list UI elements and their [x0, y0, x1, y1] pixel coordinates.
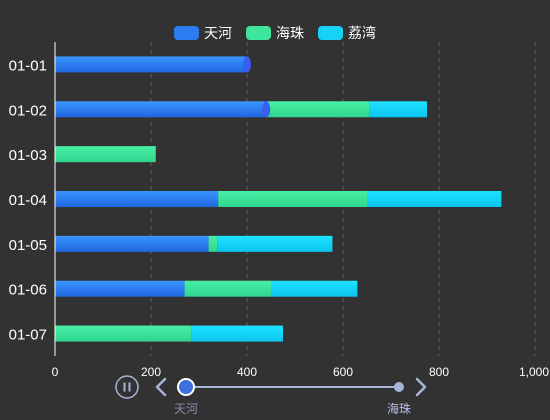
x-tick-label: 1,000: [519, 365, 549, 379]
legend-label-tianhe: 天河: [204, 25, 232, 41]
bar-tianhe-01-04[interactable]: [55, 191, 219, 207]
timeline-labels: 天河 海珠: [0, 400, 550, 418]
legend-item-tianhe[interactable]: 天河: [174, 23, 232, 43]
timeline-label-haizhu[interactable]: 海珠: [386, 402, 412, 416]
bar-liwan-01-04[interactable]: [367, 191, 502, 207]
y-tick-label: 01-01: [9, 57, 47, 74]
legend: 天河 海珠 荔湾: [0, 23, 550, 43]
legend-item-liwan[interactable]: 荔湾: [318, 23, 376, 43]
timeline: [115, 375, 427, 399]
bar-haizhu-01-06[interactable]: [184, 280, 271, 297]
y-tick-label: 01-06: [9, 282, 47, 299]
bar-haizhu-01-03[interactable]: [55, 146, 156, 163]
axes: 0 200 400 600 800 1,000 01-01 01-02 01-03 01-04 01…: [9, 42, 549, 379]
x-tick-label: 400: [237, 365, 257, 379]
pause-icon-bar: [123, 382, 126, 392]
bar-tianhe-01-02[interactable]: [55, 101, 267, 118]
y-tick-label: 01-04: [9, 192, 47, 209]
bar-cap-tianhe: [262, 101, 271, 118]
chevron-right-icon[interactable]: [415, 377, 427, 397]
y-tick-label: 01-05: [9, 237, 47, 254]
bar-tianhe-01-05[interactable]: [55, 235, 209, 252]
bar-liwan-01-07[interactable]: [191, 325, 283, 342]
bar-liwan-01-06[interactable]: [271, 280, 358, 297]
timeline-label-tianhe[interactable]: 天河: [173, 402, 199, 416]
bar-liwan-01-05[interactable]: [217, 235, 333, 252]
legend-swatch-haizhu: [246, 26, 271, 40]
y-tick-label: 01-07: [9, 327, 47, 344]
bar-tianhe-01-06[interactable]: [55, 280, 185, 297]
y-tick-label: 01-03: [9, 147, 47, 164]
pause-icon-bar: [128, 382, 131, 392]
y-tick-label: 01-02: [9, 102, 47, 119]
legend-swatch-tianhe: [174, 26, 199, 40]
bar-cap-tianhe: [243, 56, 251, 73]
bar-haizhu-01-07[interactable]: [55, 325, 192, 342]
bars: [55, 56, 502, 342]
x-tick-label: 600: [333, 365, 353, 379]
bar-haizhu-01-02[interactable]: [266, 101, 370, 118]
bar-haizhu-01-05[interactable]: [208, 235, 218, 252]
legend-item-haizhu[interactable]: 海珠: [246, 23, 304, 43]
bar-haizhu-01-04[interactable]: [218, 191, 367, 207]
legend-label-liwan: 荔湾: [348, 25, 376, 41]
timeline-current-point[interactable]: [177, 378, 195, 396]
pause-button[interactable]: [115, 375, 139, 399]
x-tick-label: 0: [52, 365, 59, 379]
legend-swatch-liwan: [318, 26, 343, 40]
x-tick-label: 200: [141, 365, 161, 379]
bar-tianhe-01-01[interactable]: [55, 56, 247, 73]
timeline-point-haizhu[interactable]: [394, 382, 404, 392]
x-tick-label: 800: [429, 365, 449, 379]
bar-liwan-01-02[interactable]: [369, 101, 427, 118]
legend-label-haizhu: 海珠: [276, 25, 304, 41]
chevron-left-icon[interactable]: [155, 377, 167, 397]
pause-button-ring: [115, 375, 139, 399]
